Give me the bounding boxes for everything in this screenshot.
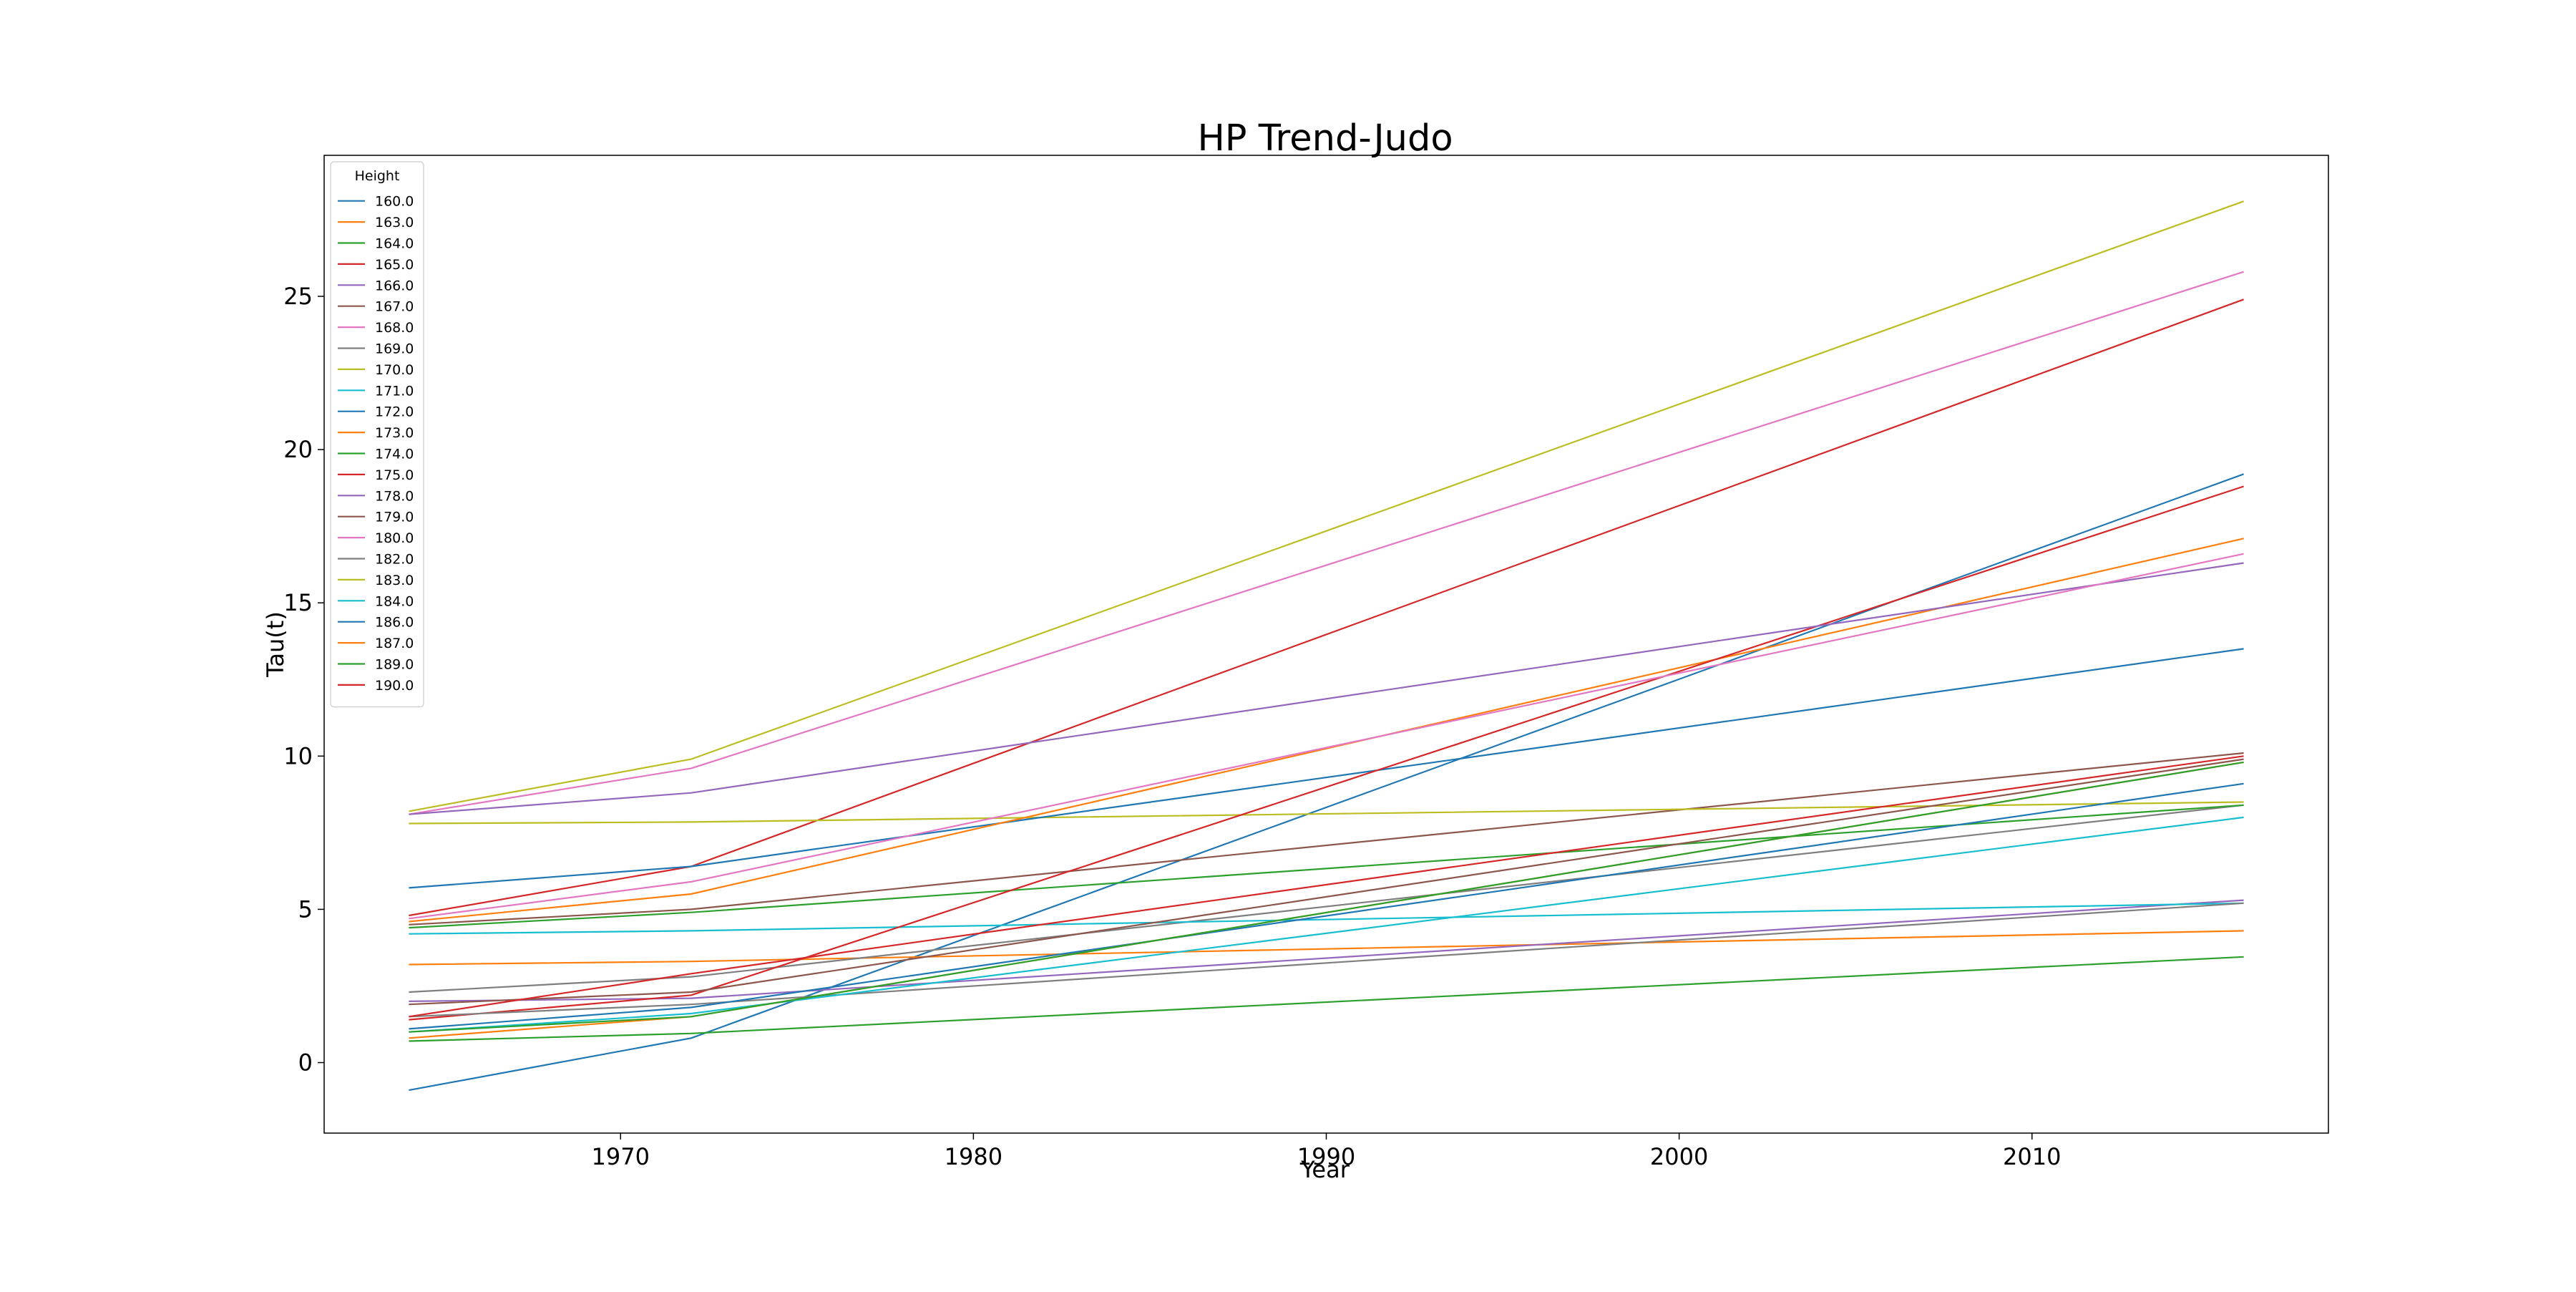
series-line-167.0 — [409, 752, 2244, 926]
legend-label: 184.0 — [375, 593, 414, 609]
legend-label: 172.0 — [375, 404, 414, 420]
series-line-175.0 — [409, 485, 2244, 1021]
y-tick-label: 20 — [283, 436, 313, 463]
y-tick-label: 5 — [298, 895, 313, 923]
series-line-189.0 — [409, 761, 2244, 1033]
legend-label: 171.0 — [375, 383, 414, 399]
legend: Height 160.0 163.0 164.0 165.0 166.0 167.0 168.… — [330, 161, 424, 708]
legend-label: 180.0 — [375, 530, 414, 546]
x-axis: 1970 1980 1990 2000 2010 — [592, 1133, 2061, 1170]
legend-label: 175.0 — [375, 467, 414, 483]
series-line-178.0 — [409, 562, 2244, 815]
x-tick-label: 1980 — [945, 1143, 1002, 1170]
x-tick-label: 2000 — [1650, 1143, 1708, 1170]
series-line-163.0 — [409, 930, 2244, 966]
legend-label: 169.0 — [375, 341, 414, 357]
legend-label: 165.0 — [375, 257, 414, 273]
legend-label: 186.0 — [375, 615, 414, 631]
series-line-180.0 — [409, 553, 2244, 920]
series-line-179.0 — [409, 758, 2244, 1006]
legend-label: 166.0 — [375, 278, 414, 293]
legend-label: 163.0 — [375, 215, 414, 230]
chart-title: HP Trend-Judo — [1197, 117, 1453, 160]
y-axis: 0 5 10 15 20 25 — [283, 283, 324, 1077]
legend-label: 183.0 — [375, 573, 414, 588]
y-tick-label: 15 — [283, 589, 313, 616]
legend-label: 173.0 — [375, 425, 414, 441]
y-axis-label: Tau(t) — [262, 611, 289, 678]
legend-label: 164.0 — [375, 236, 414, 252]
legend-label: 168.0 — [375, 320, 414, 336]
legend-label: 167.0 — [375, 299, 414, 315]
x-tick-label: 1990 — [1297, 1143, 1355, 1170]
legend-label: 160.0 — [375, 194, 414, 210]
series-layer — [409, 200, 2244, 1092]
series-line-160.0 — [409, 473, 2244, 1092]
series-line-190.0 — [409, 755, 2244, 1018]
series-line-173.0 — [409, 538, 2244, 923]
series-line-171.0 — [409, 902, 2244, 935]
y-tick-label: 0 — [298, 1049, 313, 1077]
series-line-174.0 — [409, 804, 2244, 929]
legend-label: 170.0 — [375, 362, 414, 378]
y-tick-label: 10 — [283, 742, 313, 769]
legend-label: 174.0 — [375, 447, 414, 462]
legend-title: Height — [355, 168, 400, 184]
plot-area — [323, 155, 2329, 1134]
series-line-169.0 — [409, 804, 2244, 994]
legend-label: 178.0 — [375, 488, 414, 504]
x-tick-label: 1970 — [592, 1143, 650, 1170]
series-line-186.0 — [409, 782, 2244, 1030]
series-line-170.0 — [409, 801, 2244, 825]
y-tick-label: 25 — [283, 283, 313, 310]
legend-label: 182.0 — [375, 552, 414, 568]
series-line-184.0 — [409, 816, 2244, 1033]
legend-label: 179.0 — [375, 510, 414, 525]
legend-label: 190.0 — [375, 678, 414, 694]
legend-label: 187.0 — [375, 636, 414, 651]
legend-label: 189.0 — [375, 657, 414, 673]
legend-box — [330, 161, 424, 708]
x-tick-label: 2010 — [2003, 1143, 2061, 1170]
series-line-182.0 — [409, 902, 2244, 1018]
series-line-168.0 — [409, 271, 2244, 815]
series-line-183.0 — [409, 200, 2244, 812]
series-line-187.0 — [409, 761, 2244, 1039]
series-line-172.0 — [409, 648, 2244, 889]
x-axis-label: Year — [1300, 1156, 1350, 1183]
series-line-164.0 — [409, 956, 2244, 1042]
